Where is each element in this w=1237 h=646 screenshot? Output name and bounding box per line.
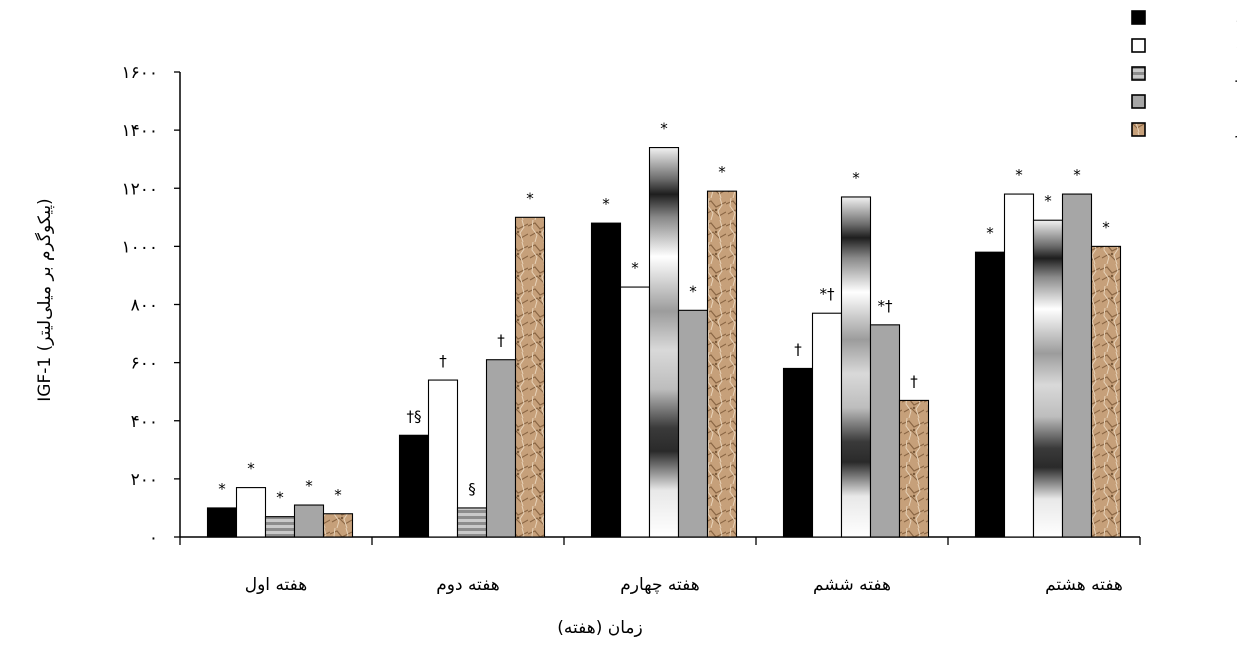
bars [206,147,1122,538]
bar-marker: * [1102,218,1110,236]
y-tick-label: ۰ [149,528,158,548]
bar-marker: * [631,259,639,277]
legend-swatch [1131,38,1146,53]
x-category-label: هفته چهارم [620,575,699,595]
y-axis-title: IGF-1 (پیکوگرم بر میلی‌لیتر) [34,198,55,401]
bar [811,312,843,538]
bar-marker: * [305,477,313,495]
bar [427,379,459,538]
bar-marker: * [1044,192,1052,210]
bar-marker: † [497,332,505,350]
x-category-label: هفته اول [245,575,308,595]
bar [590,222,622,538]
x-category-label: هفته دوم [436,575,500,595]
legend-swatch [1131,94,1146,109]
legend-swatch [1131,66,1146,81]
bar [456,507,488,538]
x-axis-title: زمان (هفته) [557,618,642,638]
bar [485,359,517,538]
y-tick-label: ۴۰۰ [131,412,158,432]
bar [782,367,814,538]
y-tick-label: ۱۴۰۰ [121,121,158,141]
bar-marker: * [718,163,726,181]
bar-marker: * [276,489,284,507]
bar [264,516,296,538]
x-category-label: هفته ششم [813,575,891,595]
bar [398,434,430,538]
bar [974,251,1006,538]
bar [322,513,354,538]
bar-marker: †§ [407,407,422,425]
bar-marker: * [986,224,994,242]
bar-marker: * [334,486,342,504]
y-tick-label: ۱۶۰۰ [121,63,158,83]
bar [898,399,930,538]
legend-swatch [1131,122,1146,137]
bar [1090,245,1122,538]
y-tick-label: ۱۲۰۰ [121,179,158,199]
bar [706,190,738,538]
bar [619,286,651,538]
y-tick-label: ۲۰۰ [131,470,158,490]
bar-marker: § [468,480,476,498]
bar-marker: † [910,372,918,390]
bar [293,504,325,538]
bar [648,147,680,538]
bar-marker: * [1015,166,1023,184]
bar-marker: * [247,460,255,478]
y-tick-label: ۸۰۰ [131,296,158,316]
bar-marker: † [794,340,802,358]
bar-marker: † [439,352,447,370]
bar [1003,193,1035,538]
bar [235,487,267,538]
bar [1061,193,1093,538]
x-category-label: هفته هشتم [1045,575,1123,595]
bar [677,309,709,538]
bar-marker: * [218,480,226,498]
legend-swatch [1131,10,1146,25]
bar [206,507,238,538]
bar-marker: * [660,120,668,138]
y-tick-label: ۶۰۰ [131,354,158,374]
bar-marker: * [526,189,534,207]
bar [840,196,872,538]
legend-label: تیمار دو [1235,64,1237,82]
bar-marker: * [1073,166,1081,184]
labels: **** *هفته اول†§†§†*هفته دوم*****هفته چها… [218,120,1123,595]
legend-label: تیمار چهار [1235,120,1237,138]
bar-marker: * [852,169,860,187]
y-tick-label: ۱۰۰۰ [121,237,158,257]
bar-marker: * [689,282,697,300]
bar [514,216,546,538]
bar [869,324,901,538]
legend: تیمار شاهدتیمار یکتیمار دوتیمار سهتیمار … [1131,8,1237,138]
bar-marker: *† [820,285,836,303]
bar [1032,219,1064,538]
bar-marker: * [602,195,610,213]
bar-marker: *† [878,297,894,315]
